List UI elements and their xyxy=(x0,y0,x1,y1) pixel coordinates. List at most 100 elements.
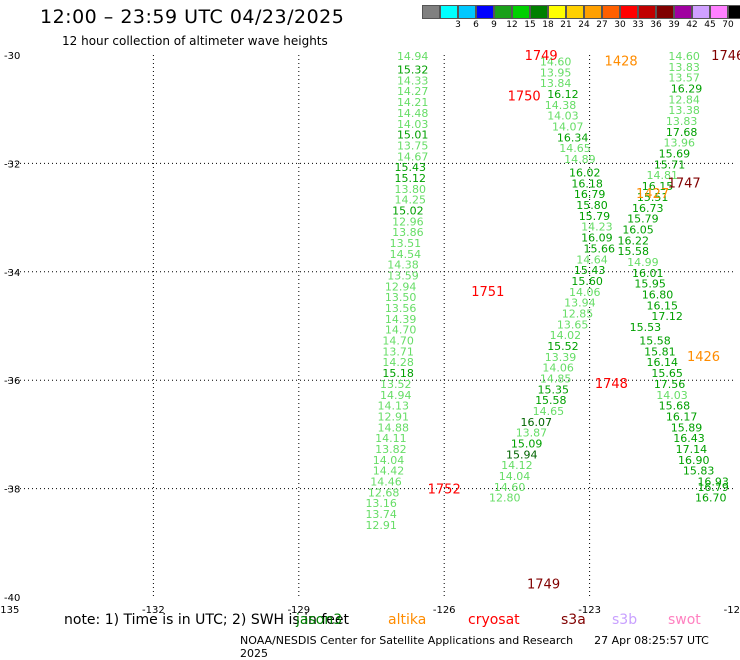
wave-height-value: 13.39 xyxy=(545,351,577,364)
wave-height-value: 15.43 xyxy=(395,161,427,174)
wave-height-value: 16.18 xyxy=(571,177,603,190)
legend-tick-label: 27 xyxy=(596,20,608,30)
wave-height-value: 13.52 xyxy=(380,378,412,391)
wave-height-value: 16.15 xyxy=(642,180,674,193)
wave-height-value: 14.46 xyxy=(370,475,402,488)
wave-height-value: 14.89 xyxy=(564,153,596,166)
wave-height-value: 13.56 xyxy=(385,302,417,315)
legend-tick-label: 3 xyxy=(455,20,461,30)
lat-tick-label: -32 xyxy=(4,159,20,170)
wave-height-value: 15.66 xyxy=(584,242,616,255)
lat-tick-label: -36 xyxy=(4,376,20,387)
wave-height-value: 12.68 xyxy=(368,486,400,499)
time-label: 1751 xyxy=(471,285,504,300)
legend-swatch xyxy=(512,5,530,19)
wave-height-value: 13.51 xyxy=(390,237,422,250)
wave-height-value: 16.73 xyxy=(632,202,664,215)
lat-tick-label: -40 xyxy=(4,593,20,604)
lon-tick-label: -132 xyxy=(142,605,165,616)
wave-height-value: 15.79 xyxy=(579,210,611,223)
wave-height-value: 13.74 xyxy=(365,508,397,521)
wave-height-value: 17.12 xyxy=(651,310,683,323)
wave-height-value: 14.85 xyxy=(540,372,572,385)
wave-height-value: 13.75 xyxy=(397,139,429,152)
wave-height-value: 15.71 xyxy=(654,158,686,171)
wave-height-value: 13.71 xyxy=(382,345,414,358)
wave-height-value: 14.88 xyxy=(378,421,410,434)
wave-height-value: 14.04 xyxy=(373,454,405,467)
wave-height-value: 14.07 xyxy=(552,120,584,133)
page-subtitle: 12 hour collection of altimeter wave hei… xyxy=(62,34,328,48)
wave-height-value: 17.14 xyxy=(676,443,708,456)
wave-height-value: 15.81 xyxy=(644,345,676,358)
wave-height-value: 13.65 xyxy=(557,318,589,331)
wave-height-value: 15.12 xyxy=(395,172,427,185)
legend-swatch xyxy=(566,5,584,19)
wave-height-value: 16.79 xyxy=(574,188,606,201)
wave-height-value: 13.84 xyxy=(540,77,572,90)
lon-tick-label: -123 xyxy=(578,605,601,616)
wave-height-value: 15.53 xyxy=(630,321,662,334)
wave-height-value: 15.01 xyxy=(397,129,429,142)
legend-tick-label: 24 xyxy=(578,20,590,30)
wave-height-value: 16.70 xyxy=(695,492,727,505)
legend-swatch xyxy=(548,5,566,19)
legend-tick-label: 33 xyxy=(632,20,644,30)
wave-height-value: 16.43 xyxy=(673,432,705,445)
wave-height-value: 12.96 xyxy=(392,215,424,228)
wave-height-value: 15.80 xyxy=(576,199,608,212)
wave-height-value: 14.02 xyxy=(550,329,582,342)
legend-tick-label: 18 xyxy=(542,20,554,30)
satellite-cryosat: cryosat xyxy=(468,612,520,628)
wave-height-value: 13.16 xyxy=(365,497,397,510)
wave-height-value: 16.05 xyxy=(622,223,654,236)
wave-height-value: 14.65 xyxy=(559,142,591,155)
wave-height-value: 14.12 xyxy=(501,459,533,472)
wave-height-value: 15.52 xyxy=(547,340,579,353)
wave-height-value: 14.27 xyxy=(397,85,429,98)
wave-height-value: 16.80 xyxy=(642,288,674,301)
footer-note: note: 1) Time is in UTC; 2) SWH is in fe… xyxy=(64,612,350,628)
wave-height-value: 14.70 xyxy=(385,324,417,337)
wave-height-value: 13.83 xyxy=(666,115,698,128)
wave-height-value: 15.69 xyxy=(659,148,691,161)
wave-height-value: 14.11 xyxy=(375,432,407,445)
legend-swatch xyxy=(710,5,728,19)
legend-swatch xyxy=(584,5,602,19)
wave-height-value: 15.32 xyxy=(397,64,429,77)
wave-height-value: 16.79 xyxy=(697,481,729,494)
wave-height-value: 13.96 xyxy=(664,137,696,150)
wave-height-value: 12.94 xyxy=(385,280,417,293)
satellite-s3b: s3b xyxy=(612,612,638,628)
wave-height-value: 16.93 xyxy=(697,475,729,488)
wave-height-value: 14.06 xyxy=(569,286,601,299)
satellite-s3a: s3a xyxy=(561,612,586,628)
wave-height-value: 14.94 xyxy=(380,389,412,402)
wave-height-value: 16.17 xyxy=(666,410,698,423)
time-label: 1749 xyxy=(525,49,558,64)
satellite-swot: swot xyxy=(668,612,701,628)
legend-swatches xyxy=(422,5,740,19)
legend-tick-label: 6 xyxy=(473,20,479,30)
time-label: 1752 xyxy=(428,483,461,498)
wave-height-value: 15.18 xyxy=(382,367,414,380)
wave-height-value: 14.38 xyxy=(545,99,577,112)
wave-height-value: 14.67 xyxy=(397,150,429,163)
lon-tick-label: -126 xyxy=(433,605,456,616)
legend-swatch xyxy=(440,5,458,19)
wave-height-value: 16.15 xyxy=(647,299,679,312)
legend-swatch xyxy=(638,5,656,19)
wave-height-value: 14.60 xyxy=(668,50,700,63)
wave-height-value: 14.64 xyxy=(576,253,608,266)
time-label: 1428 xyxy=(605,54,638,69)
wave-height-value: 15.65 xyxy=(651,367,683,380)
lon-tick-label: -135 xyxy=(0,605,19,616)
lat-tick-label: -30 xyxy=(4,51,20,62)
wave-height-value: 14.25 xyxy=(395,194,427,207)
time-label: 1749 xyxy=(527,577,560,592)
wave-height-value: 14.42 xyxy=(373,465,405,478)
wave-height-value: 15.94 xyxy=(506,448,538,461)
wave-height-value: 12.85 xyxy=(562,307,594,320)
wave-height-value: 15.68 xyxy=(659,400,691,413)
satellite-jason3: jason3 xyxy=(296,612,343,628)
